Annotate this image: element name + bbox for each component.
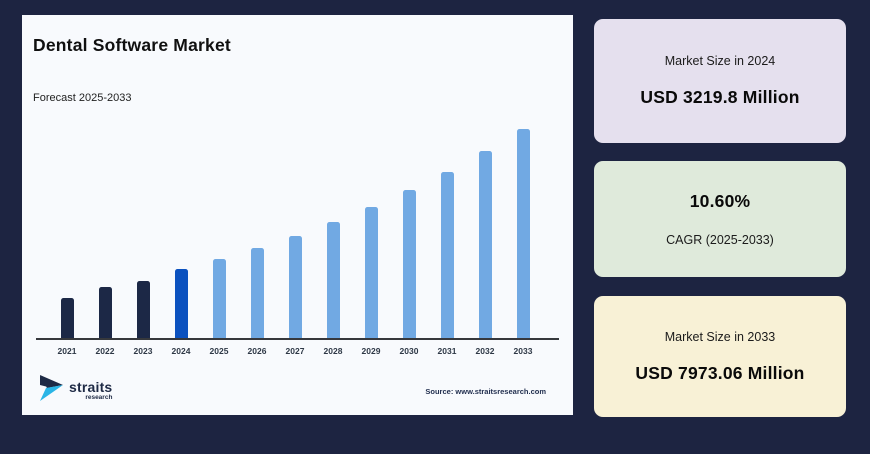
x-axis-line	[36, 338, 559, 340]
bar-2030	[402, 190, 416, 338]
bar-2032	[478, 151, 492, 338]
x-tick-2026: 2026	[247, 346, 267, 356]
card-value: USD 7973.06 Million	[635, 362, 805, 383]
card-cagr: 10.60% CAGR (2025-2033)	[594, 161, 846, 277]
bar-2024	[174, 269, 188, 338]
x-tick-2031: 2031	[437, 346, 457, 356]
bar-column-2026	[238, 248, 276, 338]
chart-title: Dental Software Market	[33, 35, 231, 55]
card-value: USD 3219.8 Million	[640, 87, 800, 107]
chart-subtitle: Forecast 2025-2033	[33, 92, 132, 104]
bars	[48, 120, 542, 338]
x-tick-2022: 2022	[95, 346, 115, 356]
card-market-size-2024: Market Size in 2024 USD 3219.8 Million	[594, 19, 846, 143]
bar-2025	[212, 259, 226, 338]
x-tick-2030: 2030	[399, 346, 419, 356]
bar-column-2028	[314, 222, 352, 338]
bar-2028	[326, 222, 340, 338]
bar-column-2031	[428, 172, 466, 338]
chart-panel: Dental Software Market Forecast 2025-203…	[22, 15, 573, 415]
straits-research-logo: straits research	[39, 374, 112, 407]
logo-text: straits research	[69, 380, 112, 401]
bar-column-2024	[162, 269, 200, 338]
card-label: Market Size in 2024	[664, 54, 776, 68]
bar-2031	[440, 172, 454, 338]
x-tick-2028: 2028	[323, 346, 343, 356]
bar-column-2030	[390, 190, 428, 338]
logo-tagline: research	[85, 394, 113, 401]
bar-column-2025	[200, 259, 238, 338]
bar-2021	[60, 298, 74, 338]
bar-column-2023	[124, 281, 162, 338]
card-label: Market Size in 2033	[664, 329, 776, 344]
x-tick-2032: 2032	[475, 346, 495, 356]
bar-column-2027	[276, 236, 314, 338]
card-value: 10.60%	[689, 191, 751, 211]
logo-name: straits	[69, 379, 113, 395]
bar-column-2022	[86, 287, 124, 338]
bar-column-2029	[352, 207, 390, 338]
x-tick-2027: 2027	[285, 346, 305, 356]
x-tick-2024: 2024	[171, 346, 191, 356]
bar-2033	[516, 129, 530, 338]
x-tick-2029: 2029	[361, 346, 381, 356]
bar-2022	[98, 287, 112, 338]
x-axis-labels: 2021 2022 2023 2024 2025 2026 2027 2028 2029 2030…	[48, 346, 542, 356]
card-label: CAGR (2025-2033)	[666, 233, 774, 247]
bar-2027	[288, 236, 302, 338]
bar-2026	[250, 248, 264, 338]
x-tick-2023: 2023	[133, 346, 153, 356]
bar-column-2021	[48, 298, 86, 338]
bar-column-2032	[466, 151, 504, 338]
source-attribution: Source: www.straitsresearch.com	[425, 387, 546, 396]
card-market-size-2033: Market Size in 2033 USD 7973.06 Million	[594, 296, 846, 417]
bar-column-2033	[504, 129, 542, 338]
x-tick-2025: 2025	[209, 346, 229, 356]
bar-2029	[364, 207, 378, 338]
logo-arrow-icon	[39, 374, 66, 407]
x-tick-2021: 2021	[57, 346, 77, 356]
bar-2023	[136, 281, 150, 338]
x-tick-2033: 2033	[513, 346, 533, 356]
